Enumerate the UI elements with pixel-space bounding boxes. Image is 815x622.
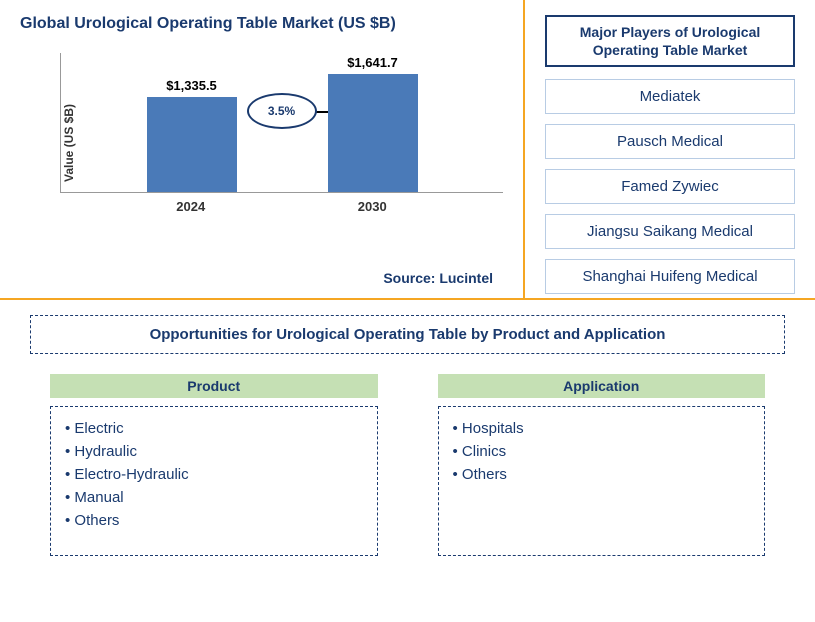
chart-title: Global Urological Operating Table Market… <box>20 15 503 33</box>
categories-row: Product • Electric • Hydraulic • Electro… <box>30 374 785 556</box>
players-title: Major Players of Urological Operating Ta… <box>557 23 783 59</box>
x-label-1: 2030 <box>327 199 417 214</box>
bars-area: $1,335.5 $1,641.7 <box>60 53 503 193</box>
product-item-4: • Others <box>65 509 363 532</box>
bar-value-1: $1,641.7 <box>347 55 398 70</box>
application-item-label-2: Others <box>462 466 507 483</box>
category-application: Application • Hospitals • Clinics • Othe… <box>438 374 766 556</box>
application-item-0: • Hospitals <box>453 417 751 440</box>
category-header-product: Product <box>50 374 378 398</box>
chart-area: Global Urological Operating Table Market… <box>0 0 525 298</box>
application-item-2: • Others <box>453 463 751 486</box>
bar-value-0: $1,335.5 <box>166 78 217 93</box>
application-item-1: • Clinics <box>453 440 751 463</box>
opportunities-title: Opportunities for Urological Operating T… <box>41 326 774 343</box>
product-item-2: • Electro-Hydraulic <box>65 463 363 486</box>
bar-group-0: $1,335.5 <box>147 78 237 192</box>
application-item-label-0: Hospitals <box>462 420 524 437</box>
product-item-label-1: Hydraulic <box>74 443 137 460</box>
category-product: Product • Electric • Hydraulic • Electro… <box>50 374 378 556</box>
top-section: Global Urological Operating Table Market… <box>0 0 815 300</box>
bar-chart: Value (US $B) 3.5% $1,335.5 $1,641.7 <box>60 53 503 233</box>
x-axis-labels: 2024 2030 <box>60 199 503 214</box>
bar-1 <box>328 74 418 192</box>
source-text: Source: Lucintel <box>383 270 493 286</box>
bar-group-1: $1,641.7 <box>328 55 418 192</box>
player-item-2: Famed Zywiec <box>545 169 795 204</box>
product-item-label-3: Manual <box>74 489 123 506</box>
opportunities-header: Opportunities for Urological Operating T… <box>30 315 785 354</box>
players-panel: Major Players of Urological Operating Ta… <box>525 0 815 298</box>
bar-0 <box>147 97 237 192</box>
player-item-3: Jiangsu Saikang Medical <box>545 214 795 249</box>
players-title-box: Major Players of Urological Operating Ta… <box>545 15 795 67</box>
player-item-0: Mediatek <box>545 79 795 114</box>
product-item-label-0: Electric <box>74 420 123 437</box>
category-header-application: Application <box>438 374 766 398</box>
product-item-3: • Manual <box>65 486 363 509</box>
player-item-4: Shanghai Huifeng Medical <box>545 259 795 294</box>
category-box-product: • Electric • Hydraulic • Electro-Hydraul… <box>50 406 378 556</box>
x-label-0: 2024 <box>146 199 236 214</box>
player-item-1: Pausch Medical <box>545 124 795 159</box>
product-item-1: • Hydraulic <box>65 440 363 463</box>
product-item-label-2: Electro-Hydraulic <box>74 466 188 483</box>
product-item-label-4: Others <box>74 512 119 529</box>
category-box-application: • Hospitals • Clinics • Others <box>438 406 766 556</box>
application-item-label-1: Clinics <box>462 443 506 460</box>
product-item-0: • Electric <box>65 417 363 440</box>
bottom-section: Opportunities for Urological Operating T… <box>0 300 815 571</box>
